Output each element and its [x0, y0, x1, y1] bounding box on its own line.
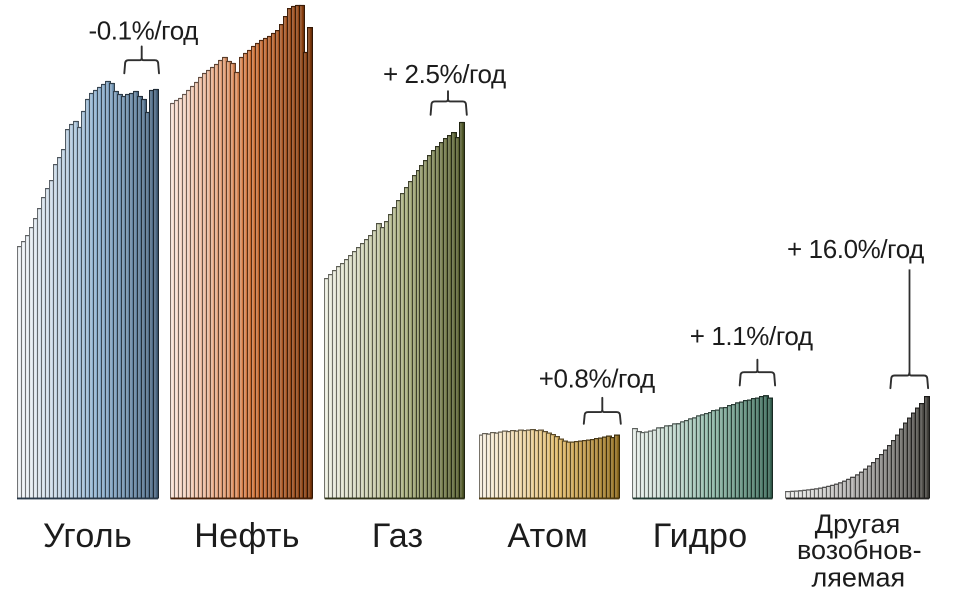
- svg-text:+0.8%/год: +0.8%/год: [539, 364, 655, 394]
- svg-text:Атом: Атом: [507, 517, 588, 555]
- svg-text:-0.1%/год: -0.1%/год: [88, 16, 198, 46]
- svg-text:+ 1.1%/год: + 1.1%/год: [690, 321, 813, 351]
- svg-text:ляемая: ляемая: [812, 563, 906, 593]
- svg-text:Другая: Другая: [815, 509, 900, 539]
- svg-text:возобнов-: возобнов-: [797, 535, 922, 565]
- svg-text:Гидро: Гидро: [653, 517, 748, 555]
- svg-text:Газ: Газ: [372, 517, 424, 555]
- svg-text:Нефть: Нефть: [194, 517, 299, 555]
- svg-text:+ 2.5%/год: + 2.5%/год: [383, 59, 506, 89]
- svg-text:+ 16.0%/год: + 16.0%/год: [787, 234, 924, 264]
- svg-text:Уголь: Уголь: [43, 517, 132, 555]
